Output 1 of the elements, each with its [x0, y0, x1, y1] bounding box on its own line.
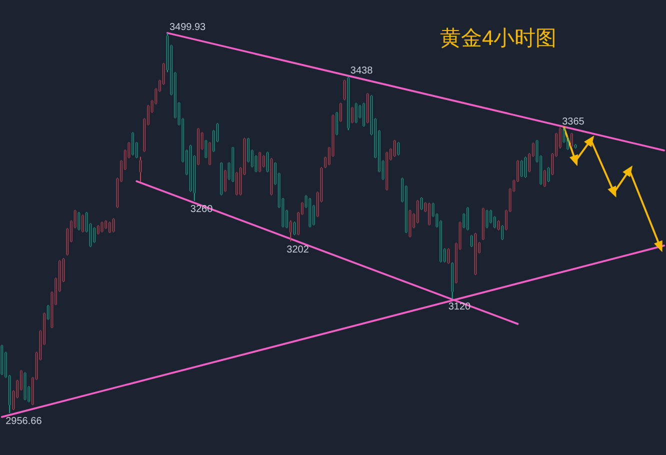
- title: 黄金4小时图: [440, 27, 557, 50]
